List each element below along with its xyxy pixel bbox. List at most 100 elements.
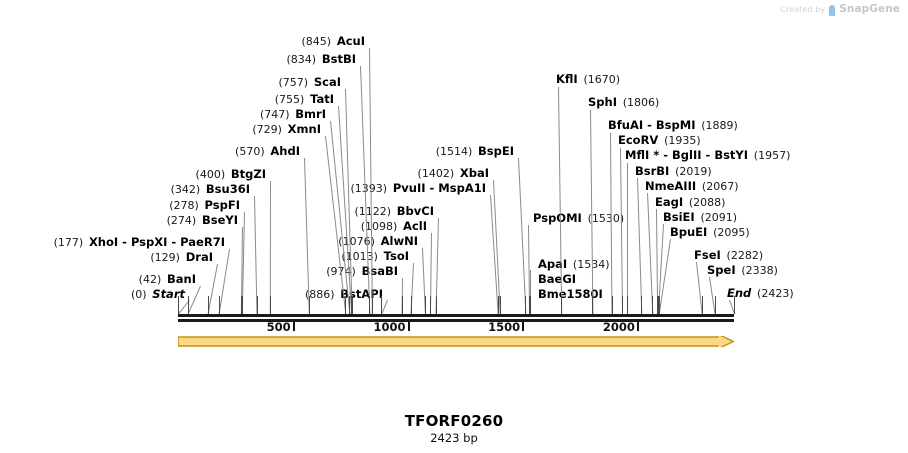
enzyme-name: BsiEI — [663, 210, 695, 224]
cut-site-tick[interactable] — [641, 296, 643, 314]
cut-site-tick[interactable] — [218, 296, 220, 314]
enzyme-label-xbai[interactable]: (1402) XbaI — [0, 167, 489, 180]
enzyme-name: BsrBI — [635, 164, 670, 178]
sequence-backbone-bottom — [178, 319, 734, 322]
cut-site-tick[interactable] — [529, 296, 531, 314]
enzyme-label-kfli[interactable]: KflI (1670) — [556, 73, 620, 86]
ruler-major-tick — [292, 322, 295, 331]
cut-site-tick[interactable] — [308, 296, 310, 314]
enzyme-site-position: (1670) — [583, 73, 621, 86]
orf-arrow[interactable] — [178, 336, 735, 347]
enzyme-name: AhdI — [270, 144, 300, 158]
enzyme-label-pvuii[interactable]: (1393) PvuII - MspA1I — [0, 182, 486, 195]
enzyme-label-bsiei[interactable]: BsiEI (2091) — [663, 211, 737, 224]
enzyme-label-bsabi[interactable]: (974) BsaBI — [0, 265, 398, 278]
cut-site-tick[interactable] — [349, 296, 351, 314]
enzyme-label-btgzi[interactable]: (400) BtgZI — [0, 168, 266, 181]
cut-site-tick[interactable] — [627, 296, 629, 314]
watermark-brand-label: SnapGene — [839, 3, 900, 15]
cut-site-tick[interactable] — [256, 296, 258, 314]
cut-site-tick[interactable] — [269, 296, 271, 314]
enzyme-name: End — [727, 286, 752, 300]
cut-site-tick[interactable] — [657, 296, 659, 314]
enzyme-label-tati[interactable]: (755) TatI — [0, 93, 334, 106]
enzyme-label-mfli[interactable]: MflI * - BglII - BstYI (1957) — [625, 149, 790, 162]
enzyme-label-pspfi[interactable]: (278) PspFI — [0, 199, 240, 212]
enzyme-label-pspomi[interactable]: PspOMI (1530) — [533, 212, 624, 225]
enzyme-label-fsei[interactable]: FseI (2282) — [694, 249, 763, 262]
cut-site-tick[interactable] — [525, 296, 527, 314]
enzyme-label-sphi[interactable]: SphI (1806) — [588, 96, 659, 109]
cut-site-tick[interactable] — [351, 296, 353, 314]
cut-site-tick[interactable] — [497, 296, 499, 314]
enzyme-name: AclI — [403, 219, 427, 233]
enzyme-label-bseyi[interactable]: (274) BseYI — [0, 214, 238, 227]
enzyme-name: NmeAIII — [645, 179, 697, 193]
cut-site-tick[interactable] — [240, 296, 242, 314]
enzyme-label-xhoi[interactable]: (177) XhoI - PspXI - PaeR7I — [0, 236, 225, 249]
cut-site-tick[interactable] — [241, 296, 243, 314]
cut-site-tick[interactable] — [652, 296, 654, 314]
cut-site-tick[interactable] — [658, 296, 660, 314]
watermark-created-by-label: Created by — [780, 4, 826, 14]
enzyme-name: TsoI — [383, 249, 409, 263]
snapgene-watermark: Created by SnapGene — [780, 3, 900, 16]
cut-site-tick[interactable] — [187, 296, 189, 314]
cut-site-tick[interactable] — [369, 296, 371, 314]
enzyme-label-bspei[interactable]: (1514) BspEI — [0, 145, 514, 158]
cut-site-tick[interactable] — [207, 296, 209, 314]
enzyme-label-ahdi[interactable]: (570) AhdI — [0, 145, 300, 158]
cut-site-tick[interactable] — [424, 296, 426, 314]
cut-site-tick[interactable] — [701, 296, 703, 314]
enzyme-label-start[interactable]: (0) Start — [0, 288, 185, 301]
enzyme-name: TatI — [310, 92, 334, 106]
enzyme-label-bpuei[interactable]: BpuEI (2095) — [670, 226, 750, 239]
cut-site-tick[interactable] — [401, 296, 403, 314]
cut-site-tick[interactable] — [499, 296, 501, 314]
leader-line-mfli — [627, 162, 629, 315]
cut-site-tick[interactable] — [410, 296, 412, 314]
ruler-major-tick — [407, 322, 410, 331]
cut-site-tick[interactable] — [592, 296, 594, 314]
enzyme-label-baegi[interactable]: BaeGI — [538, 273, 576, 285]
enzyme-site-position: (755) — [274, 93, 305, 106]
enzyme-label-bstbi[interactable]: (834) BstBI — [0, 53, 357, 66]
cut-site-tick[interactable] — [734, 296, 735, 314]
enzyme-name: BbvCI — [396, 204, 434, 218]
enzyme-label-acli[interactable]: (1098) AclI — [0, 220, 427, 233]
cut-site-tick[interactable] — [611, 296, 613, 314]
cut-site-tick[interactable] — [657, 296, 659, 314]
enzyme-site-position: (1935) — [664, 134, 701, 147]
enzyme-label-bstapi[interactable]: (886) BstAPI — [0, 288, 383, 301]
cut-site-tick[interactable] — [561, 296, 563, 314]
cut-site-tick[interactable] — [430, 296, 431, 314]
enzyme-label-drai[interactable]: (129) DraI — [0, 251, 213, 264]
cut-site-tick[interactable] — [371, 296, 373, 314]
enzyme-label-acui[interactable]: (845) AcuI — [0, 35, 365, 48]
cut-site-tick[interactable] — [435, 296, 437, 314]
enzyme-label-bmri[interactable]: (747) BmrI — [0, 108, 326, 121]
enzyme-label-xmni[interactable]: (729) XmnI — [0, 123, 321, 136]
cut-site-tick[interactable] — [530, 296, 531, 314]
enzyme-label-bsrbi[interactable]: BsrBI (2019) — [635, 165, 712, 178]
cut-site-tick[interactable] — [622, 296, 623, 314]
enzyme-label-bsu36i[interactable]: (342) Bsu36I — [0, 183, 250, 196]
enzyme-label-end[interactable]: End (2423) — [727, 287, 794, 300]
enzyme-label-apai[interactable]: ApaI (1534) — [538, 258, 610, 271]
enzyme-label-nmeaiii[interactable]: NmeAIII (2067) — [645, 180, 738, 193]
enzyme-label-scai[interactable]: (757) ScaI — [0, 76, 341, 89]
enzyme-label-spei[interactable]: SpeI (2338) — [707, 264, 778, 277]
enzyme-label-bani[interactable]: (42) BanI — [0, 273, 196, 286]
cut-site-tick[interactable] — [381, 296, 383, 314]
enzyme-label-bbvci[interactable]: (1122) BbvCI — [0, 205, 434, 218]
cut-site-tick[interactable] — [345, 296, 347, 314]
enzyme-name: BspEI — [478, 144, 514, 158]
enzyme-label-alwni[interactable]: (1076) AlwNI — [0, 235, 418, 248]
leader-line-btgzi — [269, 180, 271, 315]
cut-site-tick[interactable] — [714, 296, 716, 314]
enzyme-label-bfuai[interactable]: BfuAI - BspMI (1889) — [608, 119, 738, 132]
enzyme-label-bme1580i[interactable]: Bme1580I — [538, 288, 603, 300]
cut-site-tick[interactable] — [178, 296, 179, 314]
enzyme-label-ecorv[interactable]: EcoRV (1935) — [618, 134, 701, 147]
enzyme-label-eagi[interactable]: EagI (2088) — [655, 196, 725, 209]
